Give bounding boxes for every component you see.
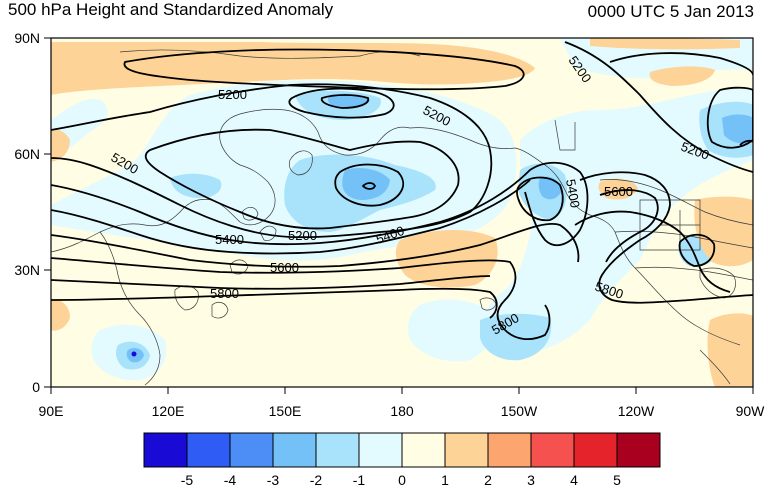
lon-label-150w: 150W <box>501 403 538 419</box>
lon-label-120e: 120E <box>152 403 185 419</box>
contour-label: 5400 <box>215 232 244 247</box>
map-timestamp: 0000 UTC 5 Jan 2013 <box>587 2 754 21</box>
lon-label-90e: 90E <box>39 403 64 419</box>
colorbar-swatch <box>444 432 489 468</box>
contour-label: 5400 <box>563 178 583 209</box>
contour-label: 5600 <box>604 184 633 199</box>
contour-label: 5200 <box>288 228 317 243</box>
colorbar-swatch <box>229 432 274 468</box>
colorbar-swatch <box>358 432 403 468</box>
colorbar-swatch <box>315 432 360 468</box>
colorbar-swatch <box>487 432 532 468</box>
anomaly-spot <box>131 351 137 357</box>
colorbar: -5 -4 -3 -2 -1 0 1 2 3 4 5 <box>143 432 661 488</box>
colorbar-label: 1 <box>441 472 449 488</box>
colorbar-label: 2 <box>484 472 492 488</box>
lon-ticks <box>50 387 754 394</box>
contour-label: 5800 <box>210 286 239 301</box>
colorbar-label: -4 <box>224 472 237 488</box>
lon-label-180: 180 <box>390 403 414 419</box>
coastlines <box>51 49 753 386</box>
colorbar-label: 0 <box>398 472 406 488</box>
colorbar-swatch <box>272 432 317 468</box>
map-title: 500 hPa Height and Standardized Anomaly <box>8 0 334 19</box>
colorbar-label: -5 <box>181 472 194 488</box>
colorbar-swatch <box>401 432 446 468</box>
lat-label-30n: 30N <box>14 262 40 278</box>
colorbar-label: -1 <box>353 472 366 488</box>
lat-ticks <box>44 37 51 388</box>
colorbar-label: -3 <box>267 472 280 488</box>
colorbar-swatch <box>530 432 575 468</box>
colorbar-swatch <box>573 432 618 468</box>
colorbar-label: -2 <box>310 472 323 488</box>
lon-label-120w: 120W <box>618 403 655 419</box>
map-plot-area <box>51 38 753 387</box>
lon-label-150e: 150E <box>269 403 302 419</box>
colorbar-swatch <box>143 432 188 468</box>
lat-label-60n: 60N <box>14 146 40 162</box>
colorbar-swatch <box>616 432 661 468</box>
contour-label: 5600 <box>270 260 299 275</box>
height-contours <box>51 41 753 341</box>
lat-label-eq: 0 <box>32 379 40 395</box>
contour-label: 5200 <box>218 87 247 102</box>
lat-label-90n: 90N <box>14 30 40 46</box>
colorbar-label: 3 <box>527 472 535 488</box>
lon-label-90w: 90W <box>736 403 766 419</box>
colorbar-label: 5 <box>613 472 621 488</box>
colorbar-swatch <box>186 432 231 468</box>
colorbar-label: 4 <box>570 472 578 488</box>
